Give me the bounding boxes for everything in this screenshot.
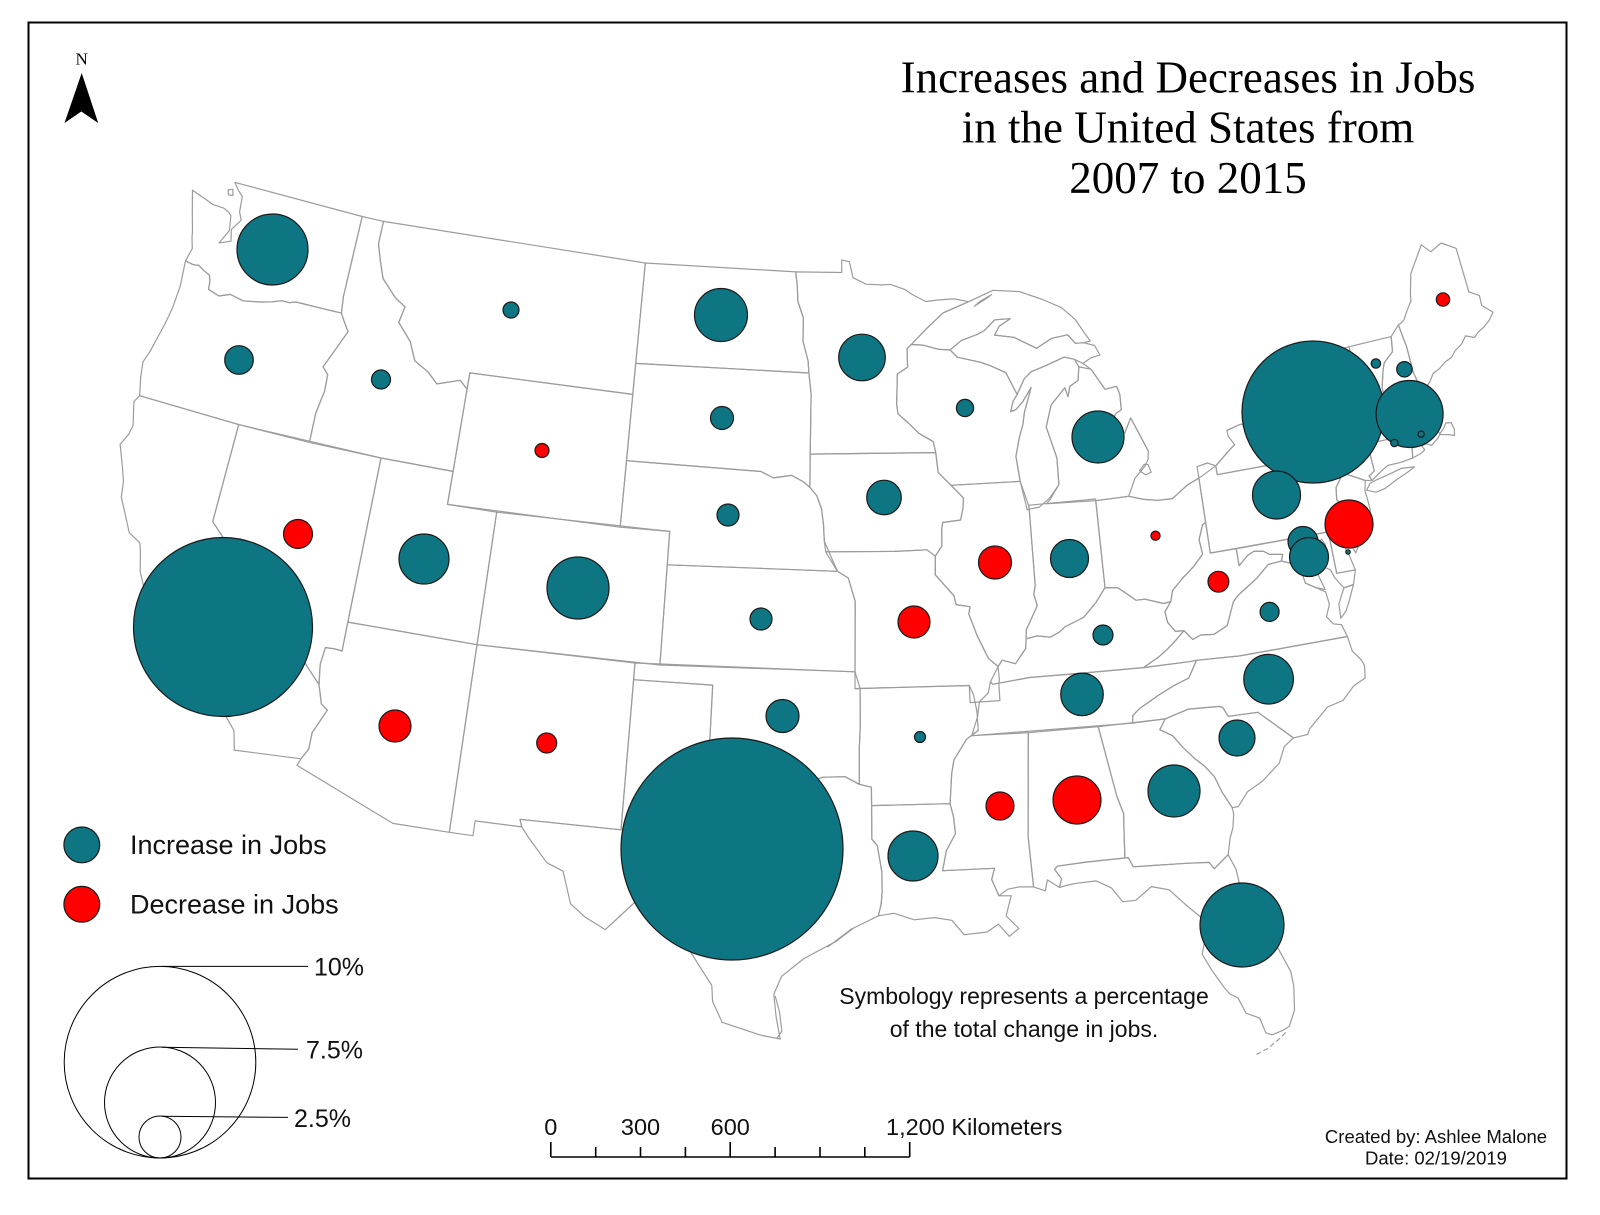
svg-text:1,200 Kilometers: 1,200 Kilometers <box>886 1114 1062 1140</box>
svg-text:2007 to 2015: 2007 to 2015 <box>1069 153 1307 203</box>
svg-text:Created by: Ashlee Malone: Created by: Ashlee Malone <box>1325 1126 1547 1147</box>
svg-text:0: 0 <box>544 1114 557 1140</box>
svg-text:Increase in Jobs: Increase in Jobs <box>130 830 327 860</box>
svg-text:Date: 02/19/2019: Date: 02/19/2019 <box>1365 1148 1507 1169</box>
svg-text:Decrease in Jobs: Decrease in Jobs <box>130 890 339 920</box>
svg-text:10%: 10% <box>314 954 364 982</box>
svg-text:2.5%: 2.5% <box>294 1105 351 1133</box>
svg-text:in the United States from: in the United States from <box>962 103 1414 153</box>
svg-text:600: 600 <box>711 1114 750 1140</box>
svg-text:of the total change in jobs.: of the total change in jobs. <box>890 1016 1159 1042</box>
svg-text:7.5%: 7.5% <box>306 1037 363 1065</box>
svg-text:N: N <box>76 50 88 69</box>
svg-text:Increases and Decreases in Job: Increases and Decreases in Jobs <box>901 53 1476 103</box>
svg-text:300: 300 <box>621 1114 660 1140</box>
svg-text:Symbology represents a percent: Symbology represents a percentage <box>839 983 1209 1009</box>
